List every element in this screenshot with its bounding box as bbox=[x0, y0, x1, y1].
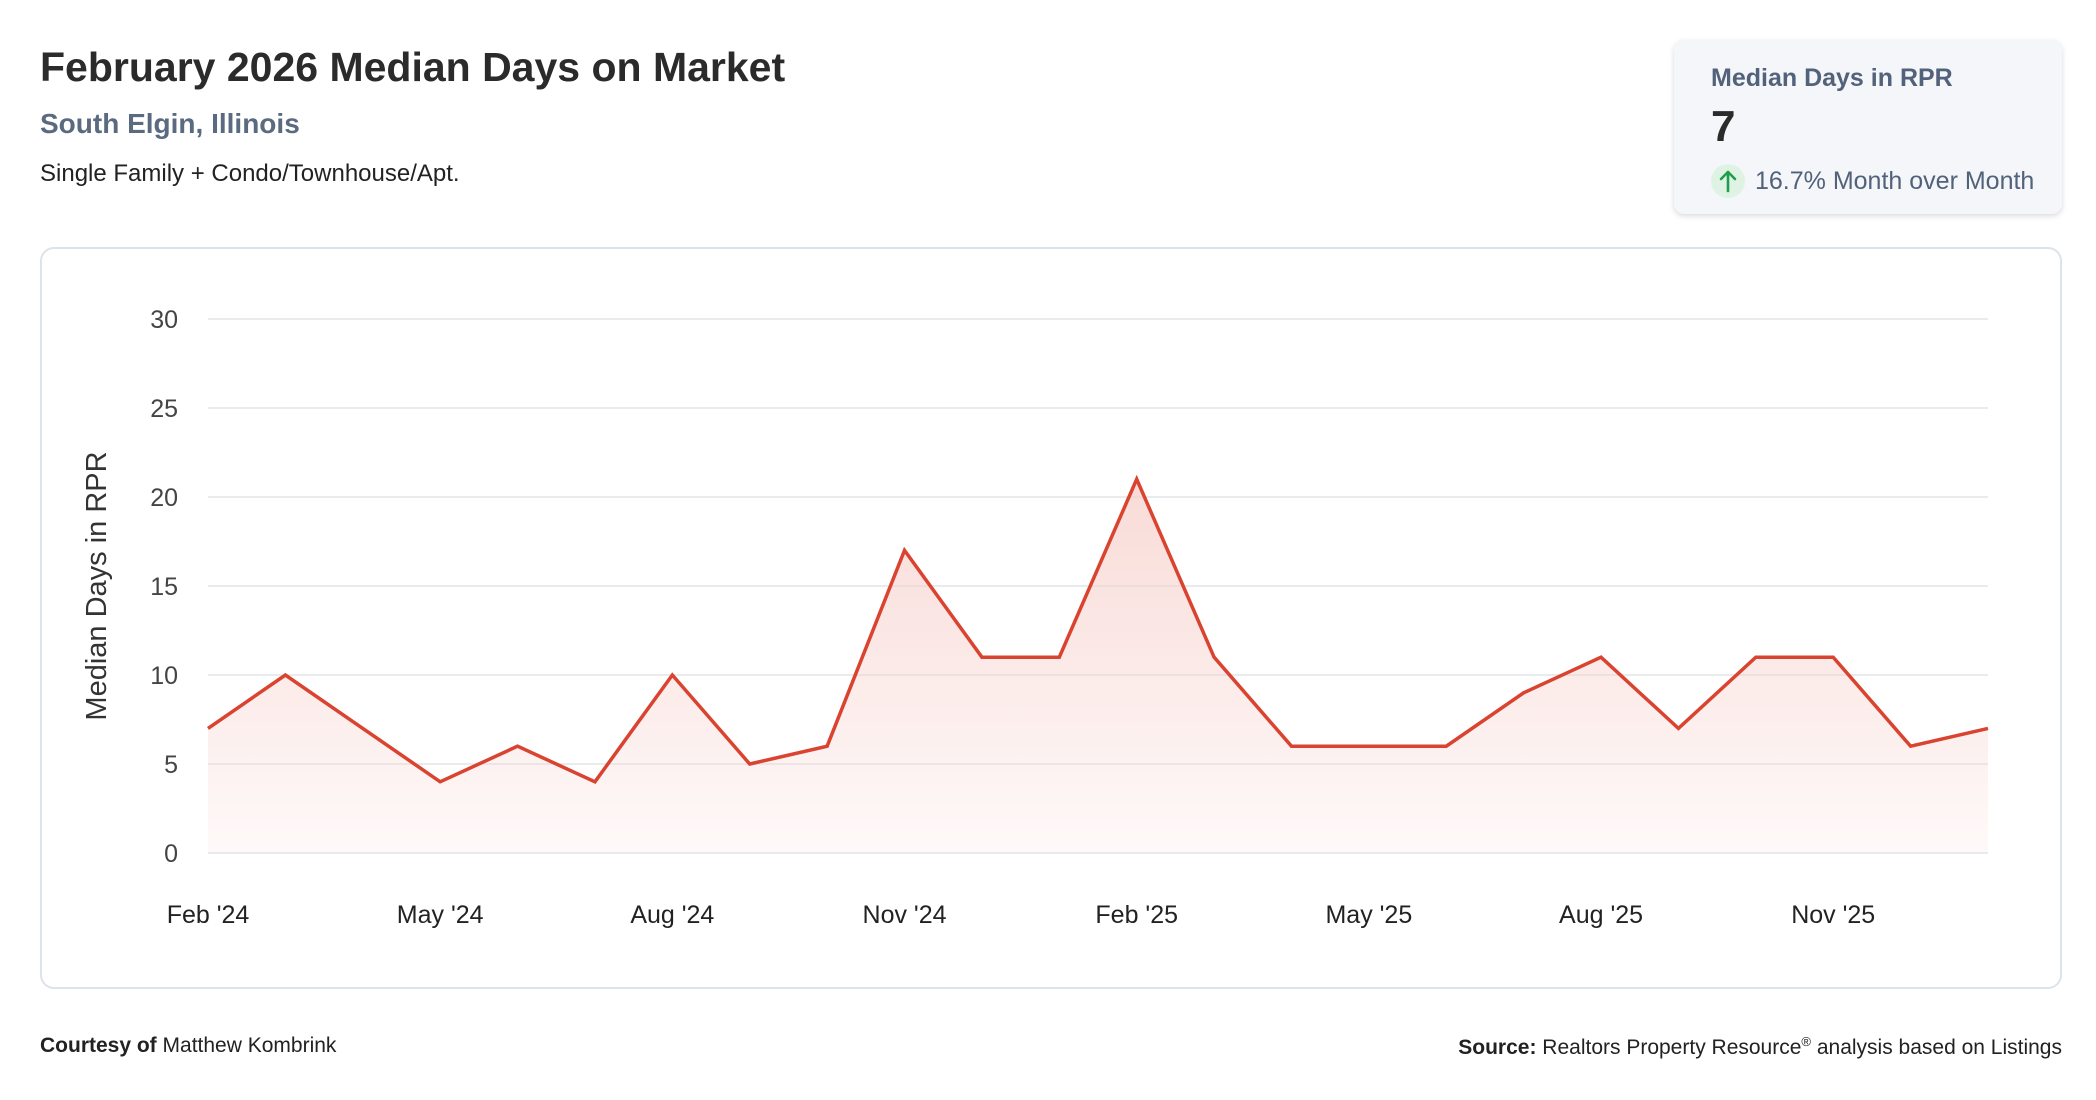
kpi-change-text: 16.7% Month over Month bbox=[1755, 166, 2035, 195]
x-tick-label: Aug '25 bbox=[1559, 901, 1643, 929]
median-days-chart: 0 5 10 15 20 25 30 Median Days in RPR Feb '24 May… bbox=[81, 306, 1989, 929]
source-text: Realtors Property Resource bbox=[1542, 1036, 1802, 1059]
y-tick-label: 30 bbox=[150, 306, 178, 334]
y-tick-label: 15 bbox=[150, 573, 178, 601]
kpi-change: 16.7% Month over Month bbox=[1711, 164, 2034, 198]
courtesy-line: Courtesy of Matthew Kombrink bbox=[40, 1034, 336, 1058]
registered-mark: ® bbox=[1801, 1034, 1811, 1049]
source-text-suffix: analysis based on Listings bbox=[1811, 1036, 2062, 1059]
x-tick-label: Aug '24 bbox=[630, 901, 714, 929]
page-title: February 2026 Median Days on Market bbox=[40, 44, 786, 90]
y-tick-label: 0 bbox=[164, 840, 178, 868]
location-subtitle: South Elgin, Illinois bbox=[40, 108, 300, 139]
y-tick-label: 25 bbox=[150, 395, 178, 423]
source-label: Source: bbox=[1458, 1036, 1537, 1059]
x-tick-label: May '25 bbox=[1325, 901, 1412, 929]
y-axis-label: Median Days in RPR bbox=[81, 451, 113, 720]
arrow-up-icon bbox=[1711, 164, 1745, 198]
x-tick-label: Nov '24 bbox=[863, 901, 947, 929]
series-area bbox=[208, 479, 1988, 853]
kpi-label: Median Days in RPR bbox=[1711, 64, 1953, 92]
courtesy-name: Matthew Kombrink bbox=[162, 1034, 337, 1057]
kpi-card: Median Days in RPR 7 16.7% Month over Mo… bbox=[1674, 40, 2062, 214]
source-line: Source: Realtors Property Resource® anal… bbox=[1458, 1034, 2062, 1060]
y-tick-label: 20 bbox=[150, 484, 178, 512]
y-tick-label: 10 bbox=[150, 662, 178, 690]
x-tick-label: Nov '25 bbox=[1791, 901, 1875, 929]
kpi-value: 7 bbox=[1711, 102, 1736, 151]
x-tick-label: Feb '24 bbox=[167, 901, 250, 929]
x-tick-label: May '24 bbox=[397, 901, 484, 929]
series-line bbox=[207, 474, 1989, 784]
chart-frame: 0 5 10 15 20 25 30 Median Days in RPR Feb '24 May… bbox=[40, 247, 2062, 989]
y-tick-label: 5 bbox=[164, 751, 178, 779]
property-type-label: Single Family + Condo/Townhouse/Apt. bbox=[40, 160, 460, 187]
courtesy-label: Courtesy of bbox=[40, 1034, 157, 1057]
x-tick-label: Feb '25 bbox=[1095, 901, 1178, 929]
